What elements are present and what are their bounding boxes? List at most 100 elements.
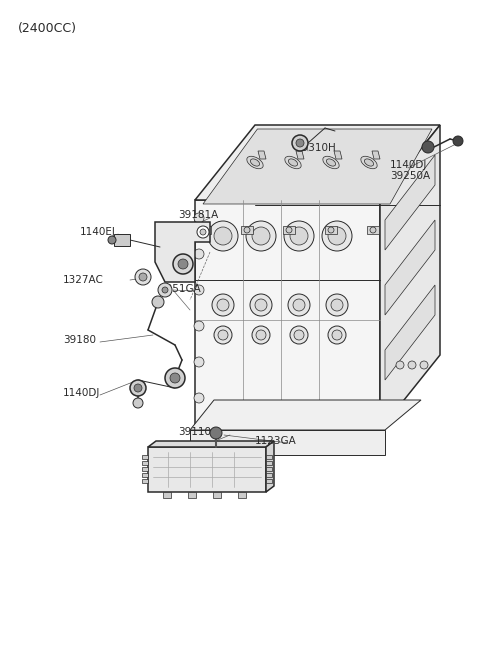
Circle shape	[194, 357, 204, 367]
Ellipse shape	[288, 159, 298, 166]
Bar	[213, 492, 221, 498]
Circle shape	[130, 380, 146, 396]
Text: 1140DJ: 1140DJ	[63, 388, 100, 398]
Text: 39250A: 39250A	[390, 171, 430, 181]
Bar	[367, 226, 379, 234]
Circle shape	[197, 226, 209, 238]
Circle shape	[214, 326, 232, 344]
Circle shape	[135, 269, 151, 285]
Bar	[142, 455, 148, 459]
Text: 1327AC: 1327AC	[63, 275, 104, 285]
Ellipse shape	[361, 157, 377, 169]
Text: (2400CC): (2400CC)	[18, 22, 77, 35]
Circle shape	[194, 213, 204, 223]
Circle shape	[200, 229, 206, 235]
Circle shape	[332, 330, 342, 340]
Circle shape	[152, 296, 164, 308]
Circle shape	[296, 139, 304, 147]
Circle shape	[214, 227, 232, 245]
Polygon shape	[380, 125, 440, 430]
Circle shape	[294, 330, 304, 340]
Circle shape	[194, 321, 204, 331]
Circle shape	[165, 368, 185, 388]
Polygon shape	[195, 125, 440, 200]
Text: 1123GA: 1123GA	[255, 436, 297, 446]
Ellipse shape	[247, 157, 263, 169]
Bar	[114, 234, 130, 246]
Bar	[266, 479, 272, 483]
Text: 39180: 39180	[63, 335, 96, 345]
Polygon shape	[334, 151, 342, 159]
Circle shape	[422, 141, 434, 153]
Bar	[199, 226, 211, 234]
Bar	[241, 226, 253, 234]
Circle shape	[255, 299, 267, 311]
Polygon shape	[385, 155, 435, 250]
Circle shape	[108, 236, 116, 244]
Bar	[283, 226, 295, 234]
Circle shape	[212, 294, 234, 316]
Circle shape	[246, 221, 276, 251]
Circle shape	[292, 135, 308, 151]
Circle shape	[173, 254, 193, 274]
Bar	[163, 492, 171, 498]
Circle shape	[202, 227, 208, 233]
Text: 1351GA: 1351GA	[160, 284, 202, 294]
Polygon shape	[148, 447, 266, 492]
Polygon shape	[148, 441, 274, 447]
Circle shape	[252, 227, 270, 245]
Bar	[325, 226, 337, 234]
Ellipse shape	[326, 159, 336, 166]
Circle shape	[252, 326, 270, 344]
Circle shape	[288, 294, 310, 316]
Circle shape	[210, 427, 222, 439]
Bar	[142, 461, 148, 465]
Bar	[266, 461, 272, 465]
Bar	[188, 492, 196, 498]
Circle shape	[178, 259, 188, 269]
Circle shape	[162, 287, 168, 293]
Polygon shape	[195, 200, 380, 430]
Polygon shape	[296, 151, 304, 159]
Bar	[142, 479, 148, 483]
Polygon shape	[266, 441, 274, 492]
Circle shape	[208, 221, 238, 251]
Circle shape	[408, 361, 416, 369]
Ellipse shape	[364, 159, 373, 166]
Ellipse shape	[251, 159, 260, 166]
Circle shape	[284, 221, 314, 251]
Polygon shape	[258, 151, 266, 159]
Circle shape	[158, 283, 172, 297]
Polygon shape	[372, 151, 380, 159]
Bar	[142, 467, 148, 471]
Bar	[266, 473, 272, 477]
Circle shape	[328, 326, 346, 344]
Circle shape	[453, 136, 463, 146]
Polygon shape	[385, 285, 435, 380]
Text: 1140DJ: 1140DJ	[390, 160, 427, 170]
Ellipse shape	[323, 157, 339, 169]
Polygon shape	[203, 129, 432, 204]
Circle shape	[170, 373, 180, 383]
Polygon shape	[190, 430, 385, 455]
Circle shape	[396, 361, 404, 369]
Circle shape	[328, 227, 346, 245]
Text: 39110: 39110	[178, 427, 211, 437]
Polygon shape	[385, 220, 435, 315]
Circle shape	[139, 273, 147, 281]
Circle shape	[322, 221, 352, 251]
Circle shape	[194, 393, 204, 403]
Text: 39310H: 39310H	[295, 143, 336, 153]
Circle shape	[217, 299, 229, 311]
Circle shape	[328, 227, 334, 233]
Bar	[238, 492, 246, 498]
Bar	[266, 455, 272, 459]
Circle shape	[420, 361, 428, 369]
Circle shape	[218, 330, 228, 340]
Circle shape	[293, 299, 305, 311]
Text: 39181A: 39181A	[178, 210, 218, 220]
Polygon shape	[190, 400, 421, 430]
Bar	[266, 467, 272, 471]
Circle shape	[194, 249, 204, 259]
Circle shape	[286, 227, 292, 233]
